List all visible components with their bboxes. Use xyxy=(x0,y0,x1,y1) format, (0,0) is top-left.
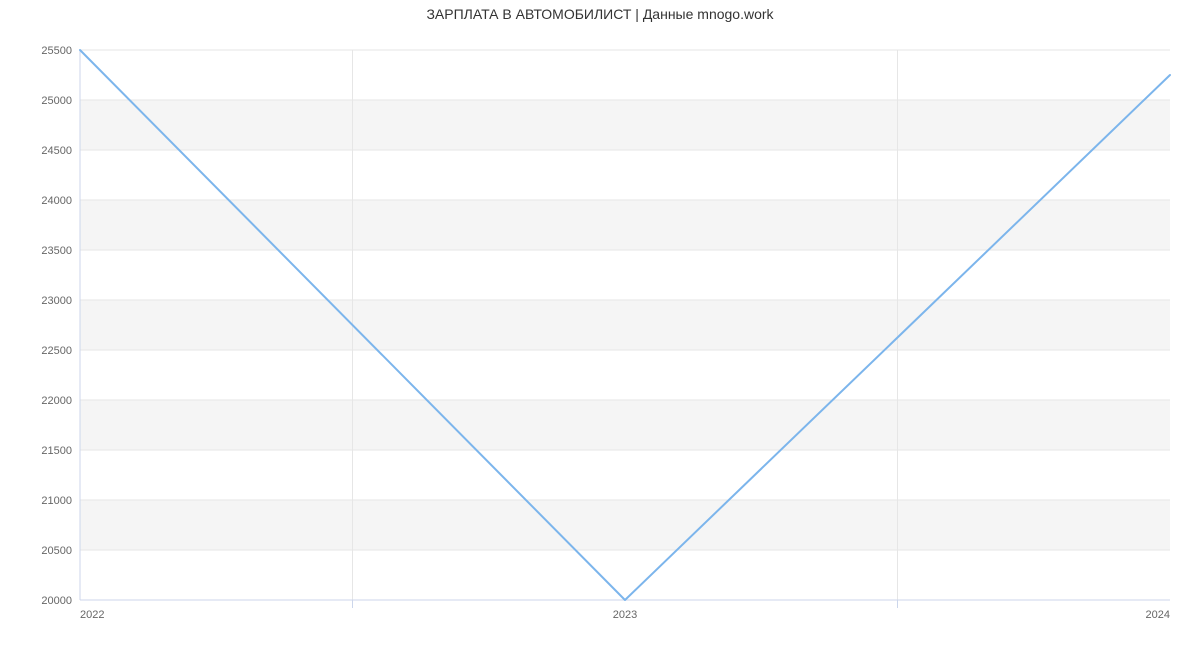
chart-svg: 20000 20500 21000 21500 22000 22500 23000 23500… xyxy=(0,0,1200,650)
y-tick-label: 24500 xyxy=(41,145,72,157)
y-tick-label: 25500 xyxy=(41,45,72,57)
y-tick-label: 24000 xyxy=(41,195,72,207)
y-tick-label: 21500 xyxy=(41,445,72,457)
x-tick-label: 2023 xyxy=(613,609,637,621)
y-tick-label: 22000 xyxy=(41,395,72,407)
x-tick-label: 2024 xyxy=(1146,609,1170,621)
chart-title: ЗАРПЛАТА В АВТОМОБИЛИСТ | Данные mnogo.w… xyxy=(0,6,1200,22)
y-tick-label: 22500 xyxy=(41,345,72,357)
y-tick-label: 21000 xyxy=(41,495,72,507)
y-tick-label: 23000 xyxy=(41,295,72,307)
y-tick-label: 25000 xyxy=(41,95,72,107)
y-tick-label: 23500 xyxy=(41,245,72,257)
salary-line-chart: ЗАРПЛАТА В АВТОМОБИЛИСТ | Данные mnogo.w… xyxy=(0,0,1200,650)
grid xyxy=(80,50,1170,600)
y-tick-label: 20500 xyxy=(41,545,72,557)
y-tick-label: 20000 xyxy=(41,595,72,607)
x-tick-label: 2022 xyxy=(80,609,104,621)
